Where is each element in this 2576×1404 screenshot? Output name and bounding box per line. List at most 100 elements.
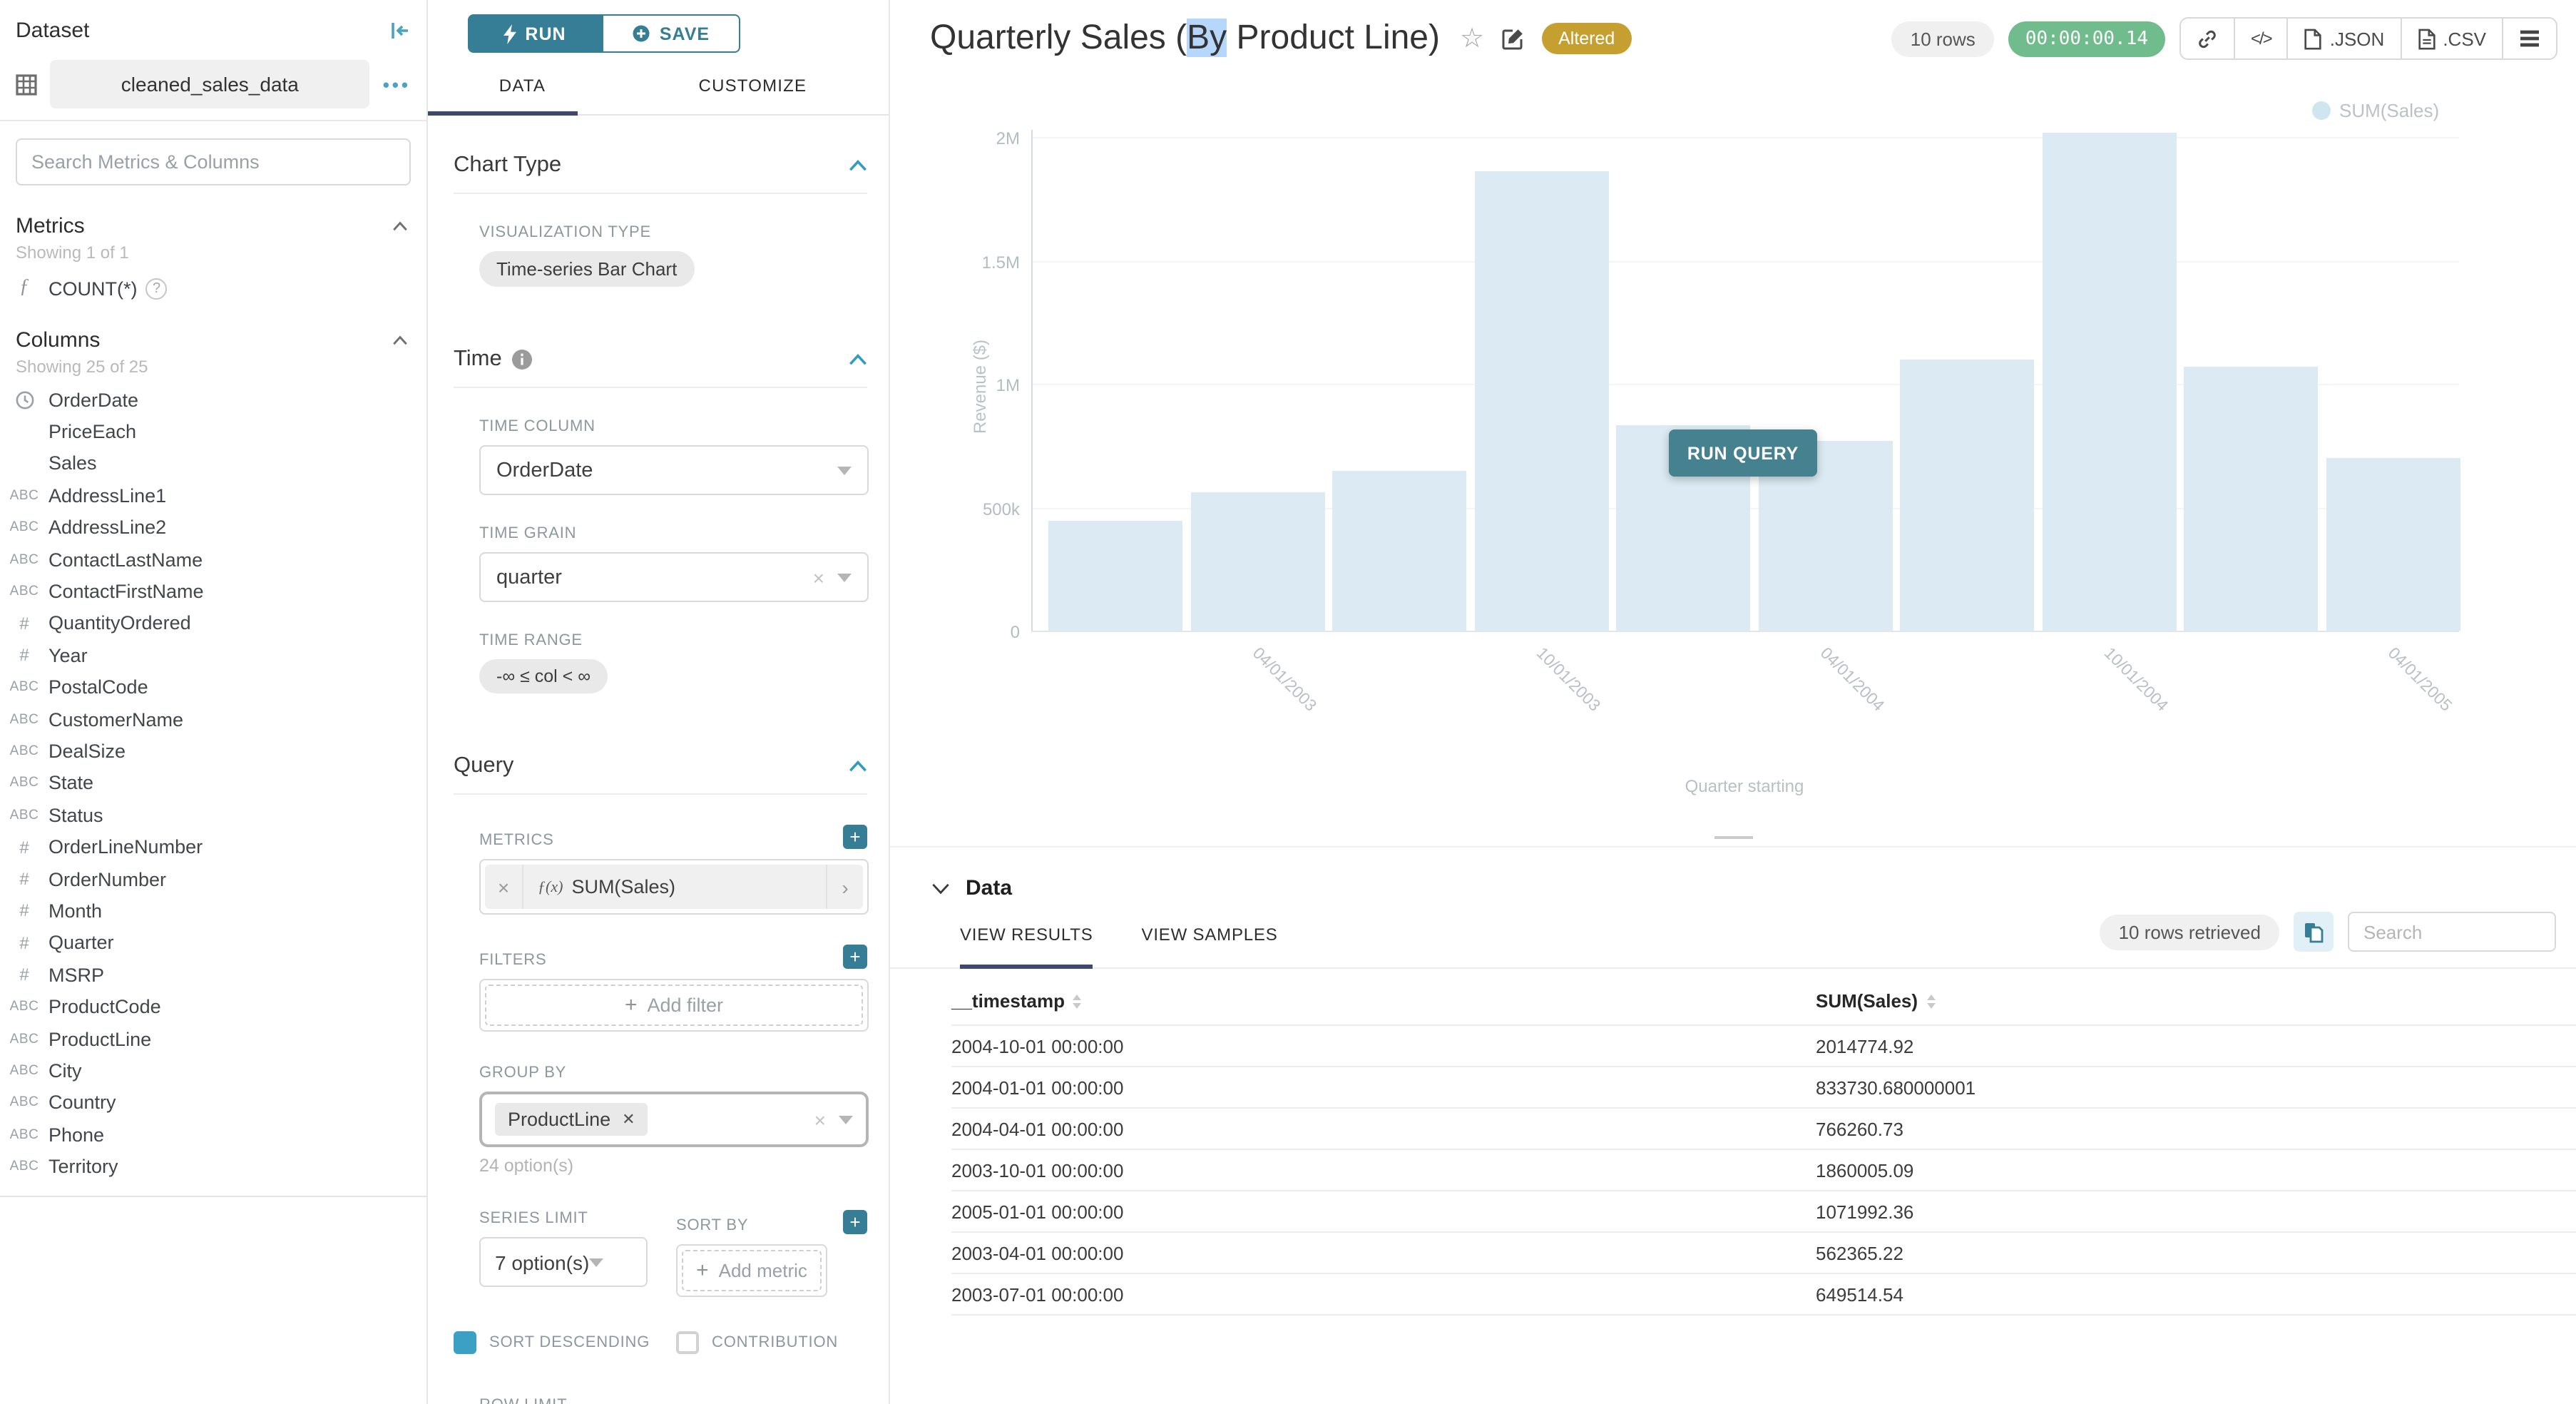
numeric-type-icon: # xyxy=(19,869,29,890)
add-sort-metric-dropzone[interactable]: + Add metric xyxy=(682,1250,822,1291)
column-item[interactable]: # OrderLineNumber xyxy=(0,831,426,863)
chevron-up-icon[interactable] xyxy=(849,760,867,772)
dataset-name[interactable]: cleaned_sales_data xyxy=(50,60,370,108)
column-item[interactable]: ABC Phone xyxy=(0,1119,426,1151)
add-filter-button[interactable]: + xyxy=(843,945,867,969)
favorite-star-icon[interactable]: ☆ xyxy=(1460,24,1485,54)
column-item[interactable]: ABC ProductCode xyxy=(0,991,426,1023)
y-tick-label: 1.5M xyxy=(981,252,1020,272)
tab-view-results[interactable]: VIEW RESULTS xyxy=(960,900,1094,969)
help-icon: ? xyxy=(145,278,168,299)
column-item[interactable]: ABC Country xyxy=(0,1087,426,1119)
remove-metric-icon[interactable]: × xyxy=(485,865,523,909)
column-label: City xyxy=(48,1059,82,1082)
chevron-up-icon[interactable] xyxy=(849,160,867,171)
contribution-checkbox[interactable] xyxy=(676,1331,699,1355)
metric-chip[interactable]: × ƒ(x) SUM(Sales) › xyxy=(485,865,863,909)
visualization-type-value[interactable]: Time-series Bar Chart xyxy=(479,251,695,287)
time-grain-label: TIME GRAIN xyxy=(479,525,577,542)
column-item[interactable]: # Quarter xyxy=(0,927,426,959)
y-tick-label: 0 xyxy=(1010,622,1020,642)
tab-view-samples[interactable]: VIEW SAMPLES xyxy=(1141,924,1278,944)
column-item[interactable]: # Year xyxy=(0,639,426,671)
metrics-showing-count: Showing 1 of 1 xyxy=(16,243,129,263)
chevron-up-icon[interactable] xyxy=(849,354,867,365)
save-button[interactable]: SAVE xyxy=(602,14,740,53)
add-sort-metric-button[interactable]: + xyxy=(843,1210,867,1234)
column-item[interactable]: ABC Territory xyxy=(0,1151,426,1183)
tab-data[interactable]: DATA xyxy=(499,76,546,96)
clear-icon[interactable]: × xyxy=(812,566,824,589)
group-by-chip: ProductLine ✕ xyxy=(495,1103,648,1136)
export-json-button[interactable]: .JSON xyxy=(2289,19,2402,58)
column-item[interactable]: ABC AddressLine2 xyxy=(0,512,426,544)
menu-icon[interactable] xyxy=(2503,19,2556,58)
column-item[interactable]: OrderDate xyxy=(0,384,426,416)
run-query-button[interactable]: RUN QUERY xyxy=(1669,429,1817,477)
results-table: __timestamp SUM(Sales) 2004-10-01 00:00:… xyxy=(890,977,2576,1316)
dataset-menu-icon[interactable]: ••• xyxy=(382,73,411,95)
time-range-value[interactable]: -∞ ≤ col < ∞ xyxy=(479,659,608,693)
sort-descending-field: ✓SORT DESCENDING xyxy=(428,1330,676,1357)
column-label: Quarter xyxy=(48,932,114,954)
column-item[interactable]: ABC ProductLine xyxy=(0,1023,426,1055)
info-icon xyxy=(511,350,532,370)
group-by-select[interactable]: ProductLine ✕ × xyxy=(479,1092,869,1147)
column-item[interactable]: # QuantityOrdered xyxy=(0,607,426,639)
column-label: DealSize xyxy=(48,740,126,762)
export-csv-button[interactable]: .CSV xyxy=(2401,19,2503,58)
clear-icon[interactable]: × xyxy=(814,1108,826,1131)
column-item[interactable]: # OrderNumber xyxy=(0,863,426,895)
series-limit-select[interactable]: 7 option(s) xyxy=(479,1237,648,1287)
metrics-collapse-icon[interactable] xyxy=(392,221,408,231)
column-item[interactable]: ABC State xyxy=(0,767,426,799)
column-item[interactable]: ABC Status xyxy=(0,799,426,831)
column-item[interactable]: # MSRP xyxy=(0,959,426,991)
column-header-sum-sales[interactable]: SUM(Sales) xyxy=(1816,990,2576,1012)
altered-badge[interactable]: Altered xyxy=(1541,23,1632,54)
legend-item[interactable]: SUM(Sales) xyxy=(2312,100,2439,121)
embed-code-icon[interactable]: </> xyxy=(2235,19,2289,58)
metric-item[interactable]: ƒ COUNT(*) ? xyxy=(0,268,426,308)
share-link-icon[interactable] xyxy=(2181,19,2235,58)
column-label: ContactLastName xyxy=(48,549,203,571)
table-search-input[interactable] xyxy=(2348,912,2556,952)
add-metric-button[interactable]: + xyxy=(843,825,867,849)
edit-title-icon[interactable] xyxy=(1501,27,1524,50)
cell-timestamp: 2004-04-01 00:00:00 xyxy=(951,1118,1124,1139)
column-item[interactable]: ABC DealSize xyxy=(0,736,426,768)
chevron-down-icon[interactable] xyxy=(931,882,950,894)
tab-customize[interactable]: CUSTOMIZE xyxy=(698,76,807,96)
column-item[interactable]: PriceEach xyxy=(0,416,426,448)
column-item[interactable]: ABC City xyxy=(0,1054,426,1087)
column-item[interactable]: # Month xyxy=(0,895,426,927)
x-tick-label: 10/01/2003 xyxy=(1532,645,1603,716)
columns-collapse-icon[interactable] xyxy=(392,335,408,345)
gridline xyxy=(1031,260,2459,262)
collapse-sidebar-icon[interactable] xyxy=(389,19,411,41)
table-row: 2005-01-01 00:00:00 1071992.36 xyxy=(951,1191,2576,1233)
remove-chip-icon[interactable]: ✕ xyxy=(622,1112,635,1129)
numeric-type-icon: # xyxy=(19,932,29,953)
column-item[interactable]: ABC AddressLine1 xyxy=(0,479,426,512)
chart-title[interactable]: Quarterly Sales (By Product Line) xyxy=(930,19,1440,57)
time-grain-select[interactable]: quarter × xyxy=(479,552,869,602)
metrics-columns-search-input[interactable] xyxy=(16,138,411,185)
column-item[interactable]: ABC CustomerName xyxy=(0,703,426,736)
column-item[interactable]: ABC PostalCode xyxy=(0,671,426,703)
time-column-select[interactable]: OrderDate xyxy=(479,445,869,495)
run-button[interactable]: RUN xyxy=(468,14,602,53)
cell-sum-sales: 833730.680000001 xyxy=(1816,1077,1976,1098)
column-item[interactable]: ABC ContactFirstName xyxy=(0,576,426,608)
column-item[interactable]: Sales xyxy=(0,448,426,480)
chevron-right-icon[interactable]: › xyxy=(826,865,863,909)
copy-icon[interactable] xyxy=(2294,912,2334,952)
table-body: 2004-10-01 00:00:00 2014774.92 2004-01-01 … xyxy=(951,1026,2576,1316)
add-filter-dropzone[interactable]: + Add filter xyxy=(485,985,863,1026)
sort-descending-checkbox[interactable]: ✓ xyxy=(428,1331,476,1355)
column-header-timestamp[interactable]: __timestamp xyxy=(951,990,1816,1012)
column-item[interactable]: ABC ContactLastName xyxy=(0,544,426,576)
legend-dot xyxy=(2312,101,2331,120)
visualization-type-label: VISUALIZATION TYPE xyxy=(479,224,651,241)
cell-timestamp: 2003-04-01 00:00:00 xyxy=(951,1242,1124,1263)
